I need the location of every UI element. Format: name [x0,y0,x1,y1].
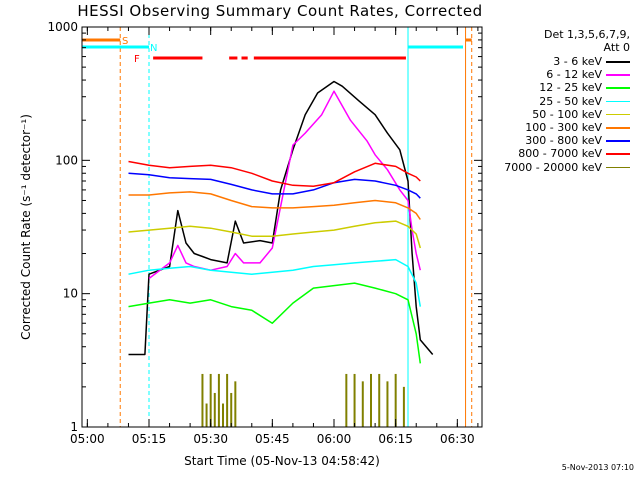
y-axis-label: Corrected Count Rate (s⁻¹ detector⁻¹) [19,114,33,340]
series-7-line [128,160,421,187]
legend-swatch-3 [606,100,630,103]
legend-label-6: 300 - 800 keV [525,134,602,148]
series-6-line [128,172,421,199]
series-3-line [128,258,422,307]
legend-entry-2: 12 - 25 keV [476,81,636,94]
series-2-line [128,282,422,364]
x-tick-label-4: 06:00 [317,432,352,446]
legend-swatch-5 [606,127,630,129]
legend-entry-3: 25 - 50 keV [476,95,636,108]
legend-label-8: 7000 - 20000 keV [504,160,602,174]
legend-label-1: 6 - 12 keV [546,68,602,82]
legend-header-attenuator: Att 0 [603,41,630,54]
legend-entry-0: 3 - 6 keV [476,55,636,68]
legend-swatch-4 [606,113,630,116]
axis-ticks: 05:00 05:15 05:30 05:45 06:00 06:15 06:30 1 10 10… [47,20,482,446]
legend-swatch-8 [606,166,630,169]
legend-swatch-6 [606,140,630,142]
x-tick-label-3: 05:45 [255,432,290,446]
legend-entry-1: 6 - 12 keV [476,68,636,81]
legend-swatch-2 [606,87,630,89]
legend-label-0: 3 - 6 keV [553,55,602,68]
legend-entry-8: 7000 - 20000 keV [476,161,636,174]
legend-entry-7: 800 - 7000 keV [476,147,636,160]
x-tick-label-6: 06:30 [440,432,475,446]
y-tick-label-0: 1 [70,420,78,434]
legend-label-3: 25 - 50 keV [539,94,602,108]
legend-swatch-1 [606,74,630,76]
series-5-line [128,191,421,220]
legend-label-5: 100 - 300 keV [525,121,602,134]
y-tick-label-2: 100 [55,153,78,167]
legend-entry-4: 50 - 100 keV [476,108,636,121]
series-1-line [148,90,422,280]
x-tick-label-2: 05:30 [193,432,228,446]
x-axis-label: Start Time (05-Nov-13 04:58:42) [184,454,380,468]
legend-label-2: 12 - 25 keV [539,81,602,95]
x-tick-label-1: 05:15 [132,432,167,446]
plot-frame [81,26,483,428]
y-tick-label-1: 10 [63,287,78,301]
legend-label-7: 800 - 7000 keV [518,147,602,161]
legend-header-detectors: Det 1,3,5,6,7,9, [543,28,630,41]
chart-title: HESSI Observing Summary Count Rates, Cor… [77,2,483,20]
legend-entry-5: 100 - 300 keV [476,121,636,134]
series-4-line [128,220,422,249]
x-tick-label-5: 06:15 [378,432,413,446]
x-tick-label-0: 05:00 [70,432,105,446]
series-0-line [128,80,434,356]
flag-label-s: S [122,36,128,47]
legend-label-4: 50 - 100 keV [532,107,602,121]
flag-label-n: N [150,43,157,54]
legend-swatch-7 [606,153,630,155]
legend-entry-6: 300 - 800 keV [476,134,636,147]
date-stamp: 5-Nov-2013 07:10 [561,463,634,472]
y-tick-label-3: 1000 [47,20,78,34]
legend-swatch-0 [606,61,630,63]
data-layer: S NF [82,27,473,427]
flag-label-f: F [134,54,140,65]
